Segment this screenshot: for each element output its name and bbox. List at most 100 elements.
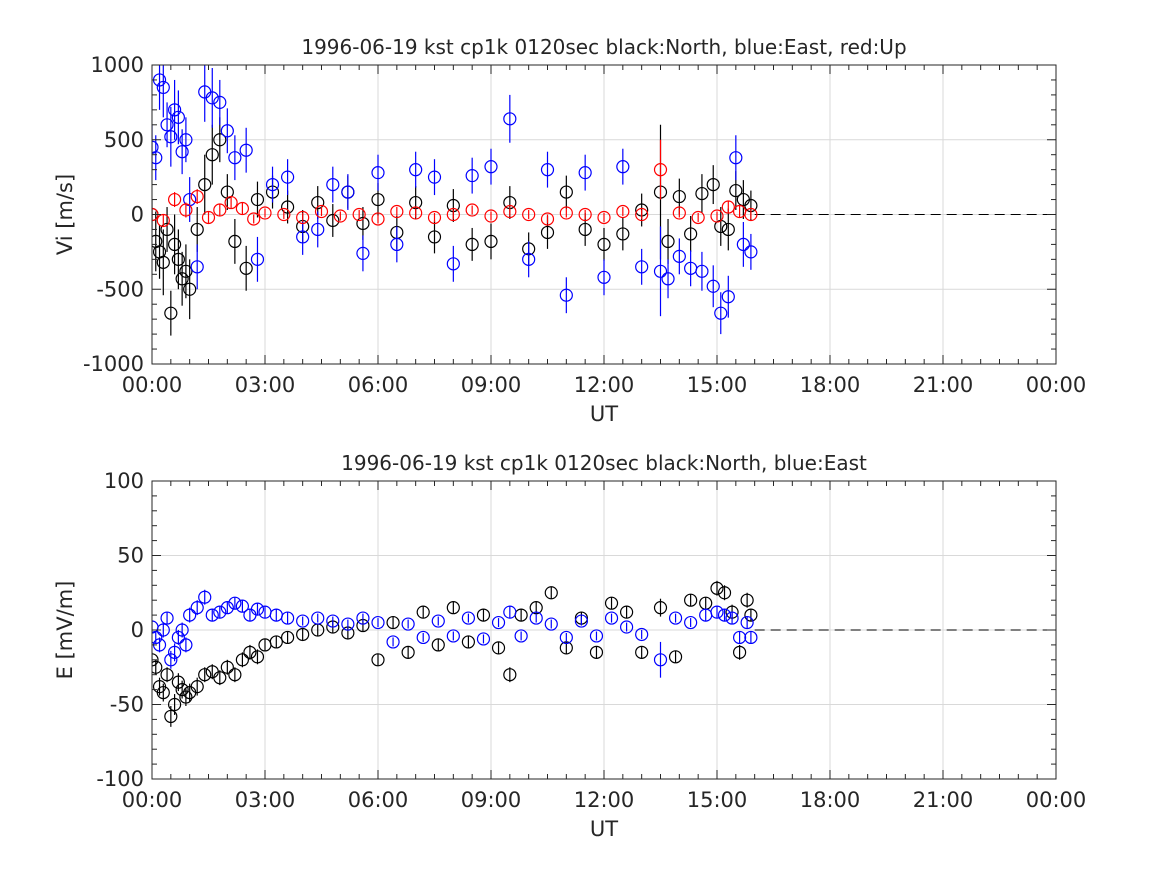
- data-point: [311, 611, 325, 625]
- data-point: [213, 671, 227, 685]
- data-point: [228, 234, 242, 249]
- data-point: [341, 617, 355, 631]
- data-point: [220, 124, 234, 138]
- data-point: [205, 91, 219, 105]
- data-point: [491, 615, 506, 630]
- data-point: [213, 133, 227, 147]
- data-point: [179, 264, 193, 278]
- data-point: [732, 645, 747, 659]
- data-point: [386, 635, 400, 649]
- data-point: [326, 614, 340, 628]
- data-point: [540, 163, 555, 177]
- data-point: [635, 260, 649, 274]
- data-point: [281, 170, 295, 184]
- data-point: [228, 668, 242, 682]
- data-point: [695, 186, 709, 201]
- data-point: [597, 237, 611, 251]
- data-point: [205, 608, 219, 622]
- data-point: [653, 601, 668, 615]
- data-point: [559, 288, 573, 302]
- data-point: [175, 682, 189, 697]
- data-point: [250, 252, 265, 266]
- data-point: [619, 620, 634, 634]
- y-tick-label: -1000: [83, 352, 144, 376]
- x-tick-label: 00:00: [1026, 373, 1087, 397]
- data-point: [296, 230, 310, 244]
- data-point: [544, 617, 558, 631]
- x-tick-label: 21:00: [913, 788, 974, 812]
- data-point: [326, 213, 340, 228]
- data-point: [179, 638, 193, 652]
- x-tick-label: 00:00: [122, 788, 183, 812]
- data-point: [190, 680, 204, 694]
- x-tick-label: 18:00: [800, 373, 861, 397]
- data-point: [616, 227, 630, 241]
- data-point: [164, 130, 178, 144]
- data-point: [168, 697, 182, 712]
- data-point: [201, 210, 216, 225]
- data-point: [446, 629, 460, 643]
- data-point: [390, 237, 404, 251]
- data-point: [717, 586, 732, 600]
- data-point: [476, 632, 491, 646]
- data-point: [281, 630, 295, 645]
- data-point: [619, 605, 634, 619]
- data-point: [461, 611, 475, 625]
- y-tick-label: 500: [104, 128, 144, 152]
- data-point: [668, 650, 683, 664]
- data-point: [220, 601, 234, 615]
- data-point: [160, 611, 174, 625]
- data-point: [164, 653, 178, 667]
- data-point: [544, 586, 558, 600]
- data-point: [446, 257, 460, 271]
- data-point: [635, 627, 649, 642]
- data-point: [616, 160, 630, 174]
- data-point: [179, 690, 193, 704]
- data-point: [721, 222, 735, 237]
- x-axis-label: UT: [590, 817, 618, 841]
- data-point: [160, 118, 174, 132]
- x-tick-label: 09:00: [461, 373, 522, 397]
- data-point: [717, 608, 732, 622]
- data-point: [341, 185, 355, 199]
- data-point: [732, 630, 747, 645]
- data-point: [258, 206, 272, 220]
- data-point: [190, 260, 204, 274]
- data-point: [744, 207, 758, 222]
- data-point: [695, 264, 709, 278]
- data-point: [296, 210, 310, 225]
- data-point: [744, 608, 758, 622]
- x-tick-label: 15:00: [687, 788, 748, 812]
- data-point: [333, 209, 347, 223]
- data-layer: [152, 580, 758, 727]
- data-point: [427, 230, 442, 244]
- data-point: [171, 630, 185, 645]
- data-point: [371, 212, 385, 226]
- x-tick-label: 06:00: [348, 788, 409, 812]
- data-point: [356, 216, 370, 231]
- data-point: [371, 166, 385, 180]
- data-layer: [152, 65, 758, 336]
- x-tick-label: 03:00: [235, 788, 296, 812]
- data-point: [311, 195, 325, 210]
- data-point: [729, 151, 743, 165]
- data-point: [235, 201, 249, 216]
- data-point: [446, 601, 460, 615]
- data-point: [228, 151, 242, 165]
- data-point: [179, 133, 193, 147]
- data-point: [326, 178, 340, 192]
- y-tick-label: 0: [131, 618, 144, 642]
- data-point: [604, 596, 619, 610]
- y-tick-label: 1000: [91, 53, 144, 77]
- data-point: [668, 611, 683, 625]
- data-point: [729, 183, 743, 198]
- data-point: [736, 237, 750, 251]
- data-point: [183, 282, 197, 296]
- data-point: [503, 204, 517, 219]
- data-point: [514, 629, 528, 643]
- data-point: [616, 204, 630, 219]
- y-tick-label: -50: [110, 693, 144, 717]
- data-point: [597, 210, 611, 225]
- data-point: [661, 272, 675, 286]
- data-point: [744, 630, 758, 645]
